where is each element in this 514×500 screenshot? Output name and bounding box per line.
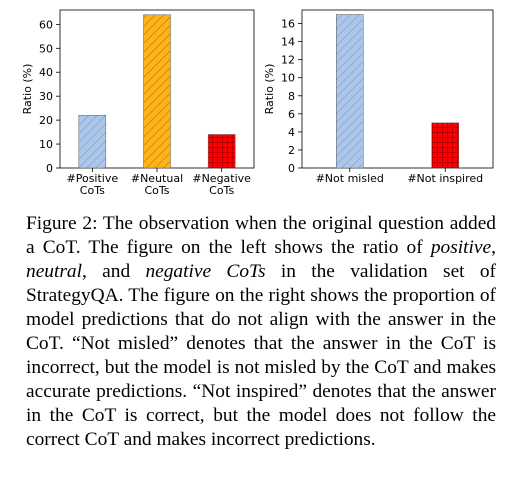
caption-term-negative: negative CoTs [145,261,266,282]
y-tick-label: 2 [288,144,295,157]
bar-negative-cots [207,134,236,169]
y-tick-label: 4 [288,126,295,139]
x-tick-label: CoTs [80,184,105,197]
y-tick-label: 10 [39,138,53,151]
x-tick-label: #Not misled [316,172,384,185]
bar-not-misled [336,14,364,169]
y-tick-label: 60 [39,18,53,31]
y-tick-label: 50 [39,42,53,55]
caption-sep: , and [82,261,146,282]
x-tick-label: #Negative [192,172,251,185]
caption-term-positive: positive [430,237,492,258]
x-tick-label: #Neutual [131,172,183,185]
x-tick-label: #Positive [67,172,119,185]
plot-frame [301,9,494,169]
x-tick-label: #Not inspired [407,172,483,185]
figure-caption: Figure 2: The observation when the origi… [26,212,496,452]
bar-neutual-cots [143,14,171,169]
right-bar-chart: 0 2 4 6 8 10 12 14 16 Ratio (%) #Not misled #Not in… [263,9,494,185]
y-tick-label: 20 [39,114,53,127]
y-tick-label: 6 [288,108,295,121]
y-tick-label: 40 [39,66,53,79]
caption-lead: Figure 2: The observation when the origi… [26,213,496,258]
y-tick-label: 0 [288,162,295,175]
y-tick-label: 10 [281,72,295,85]
bar-positive-cots [78,115,107,169]
y-axis-label: Ratio (%) [263,64,276,115]
y-tick-label: 30 [39,90,53,103]
caption-sep: , [491,237,496,258]
x-tick-label: CoTs [144,184,169,197]
x-tick-label: CoTs [209,184,234,197]
y-tick-label: 8 [288,90,295,103]
y-tick-label: 14 [281,36,295,49]
bar-not-inspired [431,122,459,169]
y-tick-label: 12 [281,54,295,67]
y-tick-label: 16 [281,18,295,31]
y-tick-label: 0 [46,162,53,175]
caption-tail: in the validation set of StrategyQA. The… [26,261,496,450]
y-axis-label: Ratio (%) [21,64,34,115]
caption-term-neutral: neutral [26,261,83,282]
